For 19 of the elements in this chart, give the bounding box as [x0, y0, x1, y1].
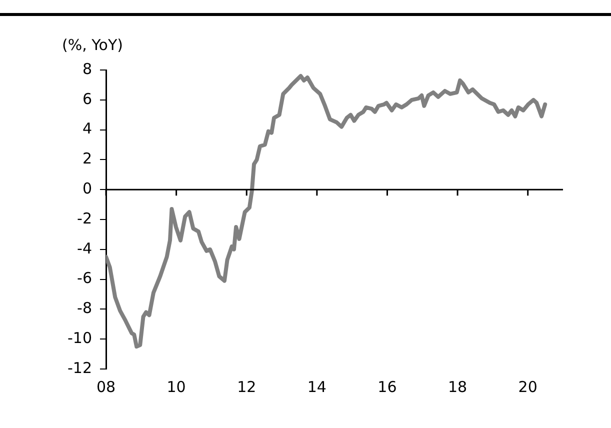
- y-tick-label: -4: [77, 239, 92, 258]
- y-tick-label: -10: [68, 328, 92, 347]
- x-tick-label: 12: [237, 378, 256, 396]
- x-tick-label: 18: [448, 378, 468, 396]
- y-tick-label: 6: [82, 90, 92, 108]
- y-tick-label: 2: [82, 150, 92, 168]
- x-tick-label: 16: [378, 378, 397, 396]
- x-tick-label: 08: [96, 378, 116, 396]
- x-tick-label: 14: [307, 378, 326, 396]
- x-tick-label: 10: [166, 378, 186, 396]
- x-tick-label: 20: [518, 378, 538, 396]
- y-tick-label: 4: [82, 120, 92, 138]
- y-tick-label: -12: [68, 358, 92, 377]
- y-tick-label: 0: [82, 179, 92, 198]
- y-tick-label: 8: [82, 60, 92, 78]
- y-tick-label: -6: [77, 269, 92, 288]
- y-tick-label: -2: [77, 209, 92, 228]
- y-axis-title: (%, YoY): [62, 36, 124, 54]
- y-tick-label: -8: [77, 299, 92, 318]
